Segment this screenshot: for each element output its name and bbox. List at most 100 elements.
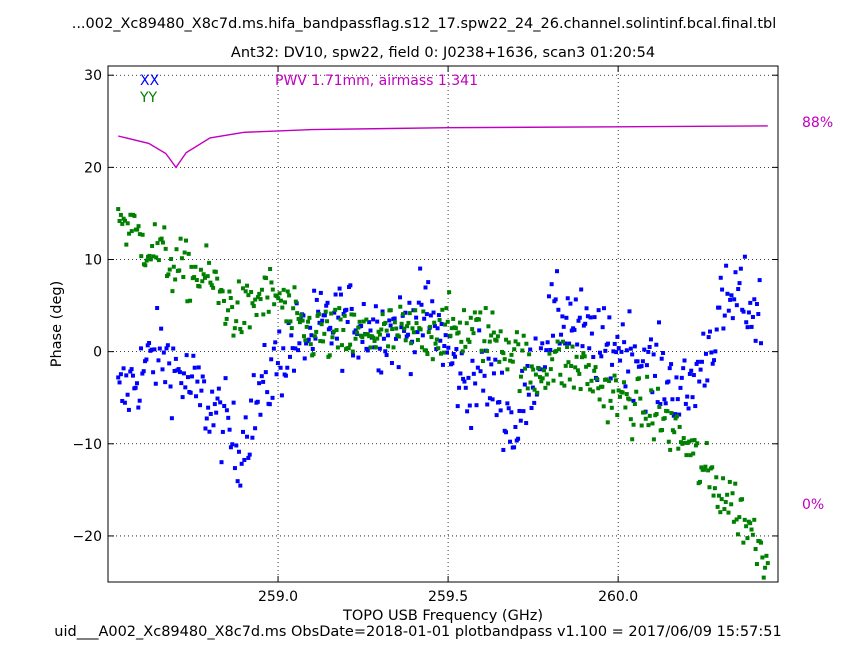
point-xx bbox=[694, 361, 699, 366]
point-xx bbox=[384, 353, 389, 358]
point-yy bbox=[712, 486, 717, 491]
point-yy bbox=[611, 389, 616, 394]
point-yy bbox=[548, 367, 553, 372]
point-xx bbox=[579, 287, 584, 292]
point-xx bbox=[466, 375, 471, 380]
point-yy bbox=[459, 339, 464, 344]
point-yy bbox=[349, 312, 354, 317]
point-yy bbox=[376, 329, 381, 334]
point-xx bbox=[149, 347, 154, 352]
point-xx bbox=[324, 303, 329, 308]
point-yy bbox=[699, 465, 704, 470]
point-xx bbox=[589, 331, 594, 336]
point-yy bbox=[204, 243, 209, 248]
point-xx bbox=[569, 328, 574, 333]
point-yy bbox=[226, 308, 231, 313]
point-yy bbox=[761, 575, 766, 580]
point-xx bbox=[278, 365, 283, 370]
point-xx bbox=[424, 312, 429, 317]
point-yy bbox=[741, 540, 746, 545]
point-yy bbox=[628, 417, 633, 422]
point-xx bbox=[124, 373, 129, 378]
point-xx bbox=[631, 398, 636, 403]
point-yy bbox=[367, 334, 372, 339]
point-xx bbox=[498, 408, 503, 413]
point-yy bbox=[604, 377, 609, 382]
point-xx bbox=[611, 349, 616, 354]
point-xx bbox=[533, 336, 538, 341]
point-yy bbox=[527, 352, 532, 357]
point-xx bbox=[462, 379, 467, 384]
point-xx bbox=[125, 392, 130, 397]
point-xx bbox=[243, 415, 248, 420]
point-yy bbox=[185, 299, 190, 304]
point-yy bbox=[578, 387, 583, 392]
point-xx bbox=[231, 400, 236, 405]
point-xx bbox=[367, 320, 372, 325]
point-xx bbox=[626, 369, 631, 374]
point-xx bbox=[730, 316, 735, 321]
x-axis-label: TOPO USB Frequency (GHz) bbox=[342, 608, 543, 624]
point-xx bbox=[337, 286, 342, 291]
point-xx bbox=[223, 376, 228, 381]
point-yy bbox=[121, 216, 126, 221]
point-yy bbox=[120, 221, 125, 226]
point-yy bbox=[254, 312, 259, 317]
point-yy bbox=[331, 329, 336, 334]
point-yy bbox=[209, 283, 214, 288]
point-yy bbox=[173, 277, 178, 282]
point-yy bbox=[296, 316, 301, 321]
point-xx bbox=[253, 426, 258, 431]
point-yy bbox=[443, 322, 448, 327]
point-yy bbox=[232, 326, 237, 331]
point-xx bbox=[198, 403, 203, 408]
point-yy bbox=[719, 497, 724, 502]
point-yy bbox=[660, 427, 665, 432]
point-yy bbox=[470, 327, 475, 332]
point-xx bbox=[139, 346, 144, 351]
point-xx bbox=[630, 352, 635, 357]
point-xx bbox=[548, 347, 553, 352]
point-yy bbox=[117, 219, 122, 224]
point-yy bbox=[551, 378, 556, 383]
point-yy bbox=[449, 326, 454, 331]
point-xx bbox=[290, 346, 295, 351]
point-xx bbox=[171, 346, 176, 351]
point-yy bbox=[639, 423, 644, 428]
point-yy bbox=[479, 348, 484, 353]
point-xx bbox=[695, 359, 700, 364]
point-yy bbox=[434, 337, 439, 342]
point-yy bbox=[704, 441, 709, 446]
point-xx bbox=[141, 369, 146, 374]
point-yy bbox=[432, 320, 437, 325]
point-xx bbox=[702, 383, 707, 388]
point-yy bbox=[721, 476, 726, 481]
point-yy bbox=[630, 437, 635, 442]
point-yy bbox=[687, 439, 692, 444]
point-xx bbox=[750, 314, 755, 319]
point-yy bbox=[182, 250, 187, 255]
point-yy bbox=[208, 280, 213, 285]
point-yy bbox=[169, 257, 174, 262]
point-yy bbox=[632, 402, 637, 407]
point-yy bbox=[301, 334, 306, 339]
point-xx bbox=[392, 316, 397, 321]
point-xx bbox=[568, 301, 573, 306]
point-yy bbox=[251, 304, 256, 309]
point-xx bbox=[140, 371, 145, 376]
point-xx bbox=[596, 308, 601, 313]
point-xx bbox=[508, 439, 513, 444]
point-yy bbox=[348, 342, 353, 347]
point-yy bbox=[285, 289, 290, 294]
point-xx bbox=[336, 315, 341, 320]
point-xx bbox=[710, 361, 715, 366]
point-yy bbox=[335, 345, 340, 350]
point-xx bbox=[504, 430, 509, 435]
point-xx bbox=[306, 337, 311, 342]
point-xx bbox=[204, 416, 209, 421]
point-yy bbox=[715, 504, 720, 509]
point-yy bbox=[399, 321, 404, 326]
point-xx bbox=[380, 309, 385, 314]
point-xx bbox=[430, 299, 435, 304]
point-xx bbox=[475, 365, 480, 370]
